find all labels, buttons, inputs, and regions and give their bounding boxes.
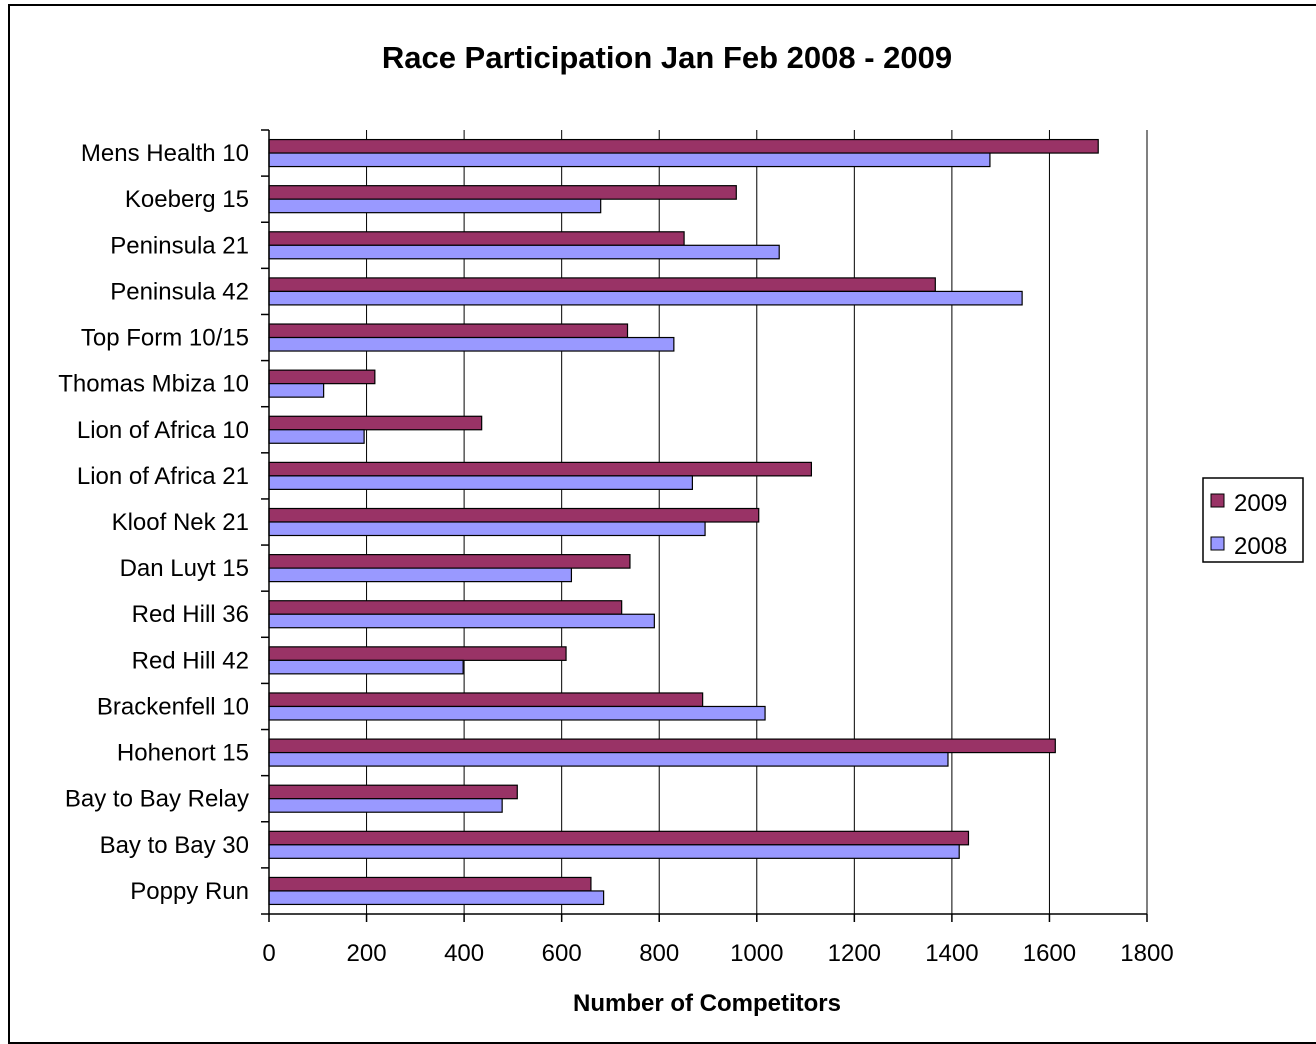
category-label: Red Hill 36 bbox=[132, 601, 249, 628]
category-label: Hohenort 15 bbox=[117, 740, 249, 767]
x-tick-label: 200 bbox=[347, 940, 387, 967]
category-label: Brackenfell 10 bbox=[97, 693, 249, 720]
tick-labels: 0 200 400 600 800 1000 1200 1400 1600 1800 Mens He… bbox=[58, 140, 1173, 967]
bar-2008 bbox=[268, 383, 325, 398]
x-tick-label: 1600 bbox=[1023, 940, 1076, 967]
bar-2009 bbox=[268, 369, 376, 385]
bar-2009 bbox=[268, 692, 704, 708]
bar-2009 bbox=[268, 600, 623, 615]
category-label: Peninsula 42 bbox=[110, 278, 249, 305]
bar-2008 bbox=[268, 152, 991, 168]
bar-2008 bbox=[268, 244, 780, 260]
bar-2008 bbox=[268, 475, 693, 490]
x-axis-title: Number of Competitors bbox=[573, 990, 841, 1017]
category-label: Lion of Africa 10 bbox=[77, 417, 249, 444]
legend-label-2008: 2008 bbox=[1234, 533, 1287, 560]
category-label: Thomas Mbiza 10 bbox=[58, 371, 249, 398]
bar-2009 bbox=[268, 554, 631, 569]
bar-2009 bbox=[268, 784, 518, 800]
bar-2009 bbox=[268, 876, 592, 892]
bar-2008 bbox=[268, 844, 960, 859]
x-tick-label: 1200 bbox=[828, 940, 881, 967]
bar-2008 bbox=[268, 290, 1023, 306]
category-label: Bay to Bay 30 bbox=[100, 832, 249, 859]
x-tick-label: 1800 bbox=[1120, 940, 1173, 967]
category-label: Dan Luyt 15 bbox=[120, 555, 249, 582]
category-label: Poppy Run bbox=[130, 878, 249, 905]
bar-2008 bbox=[268, 798, 503, 813]
x-tick-label: 800 bbox=[639, 940, 679, 967]
bar-2009 bbox=[268, 507, 760, 523]
bar-2009 bbox=[268, 646, 567, 661]
bar-2008 bbox=[268, 429, 365, 444]
bar-2008 bbox=[268, 613, 655, 629]
legend-swatch-2008 bbox=[1210, 536, 1225, 551]
bar-2009 bbox=[268, 461, 813, 477]
category-label: Kloof Nek 21 bbox=[112, 509, 249, 536]
axes bbox=[261, 129, 1148, 922]
bar-2009 bbox=[268, 830, 970, 846]
bar-2008 bbox=[268, 521, 706, 537]
bar-2009 bbox=[268, 231, 685, 246]
bars bbox=[268, 138, 1099, 906]
category-label: Bay to Bay Relay bbox=[65, 786, 249, 813]
category-label: Lion of Africa 21 bbox=[77, 463, 249, 490]
bar-2009 bbox=[268, 738, 1056, 754]
bar-2008 bbox=[268, 705, 766, 721]
bar-2009 bbox=[268, 185, 737, 200]
x-tick-label: 1000 bbox=[730, 940, 783, 967]
x-tick-label: 400 bbox=[444, 940, 484, 967]
chart-title: Race Participation Jan Feb 2008 - 2009 bbox=[381, 40, 953, 75]
x-tick-label: 1400 bbox=[925, 940, 978, 967]
legend: 2009 2008 bbox=[1202, 477, 1304, 563]
x-tick-label: 0 bbox=[262, 940, 275, 967]
legend-label-2009: 2009 bbox=[1234, 490, 1287, 517]
bar-2008 bbox=[268, 198, 602, 214]
bar-2009 bbox=[268, 323, 629, 339]
category-label: Peninsula 21 bbox=[110, 232, 249, 259]
bar-2008 bbox=[268, 751, 949, 767]
legend-swatch-2009 bbox=[1210, 493, 1225, 508]
category-label: Red Hill 42 bbox=[132, 647, 249, 674]
x-tick-label: 600 bbox=[542, 940, 582, 967]
bar-2009 bbox=[268, 415, 483, 431]
bar-2009 bbox=[268, 277, 936, 293]
bar-2009 bbox=[268, 138, 1099, 154]
bar-2008 bbox=[268, 336, 675, 352]
category-label: Koeberg 15 bbox=[125, 186, 249, 213]
bar-2008 bbox=[268, 567, 573, 583]
category-label: Mens Health 10 bbox=[81, 140, 249, 167]
category-label: Top Form 10/15 bbox=[81, 325, 249, 352]
bar-2008 bbox=[268, 659, 464, 675]
bar-2008 bbox=[268, 890, 605, 906]
